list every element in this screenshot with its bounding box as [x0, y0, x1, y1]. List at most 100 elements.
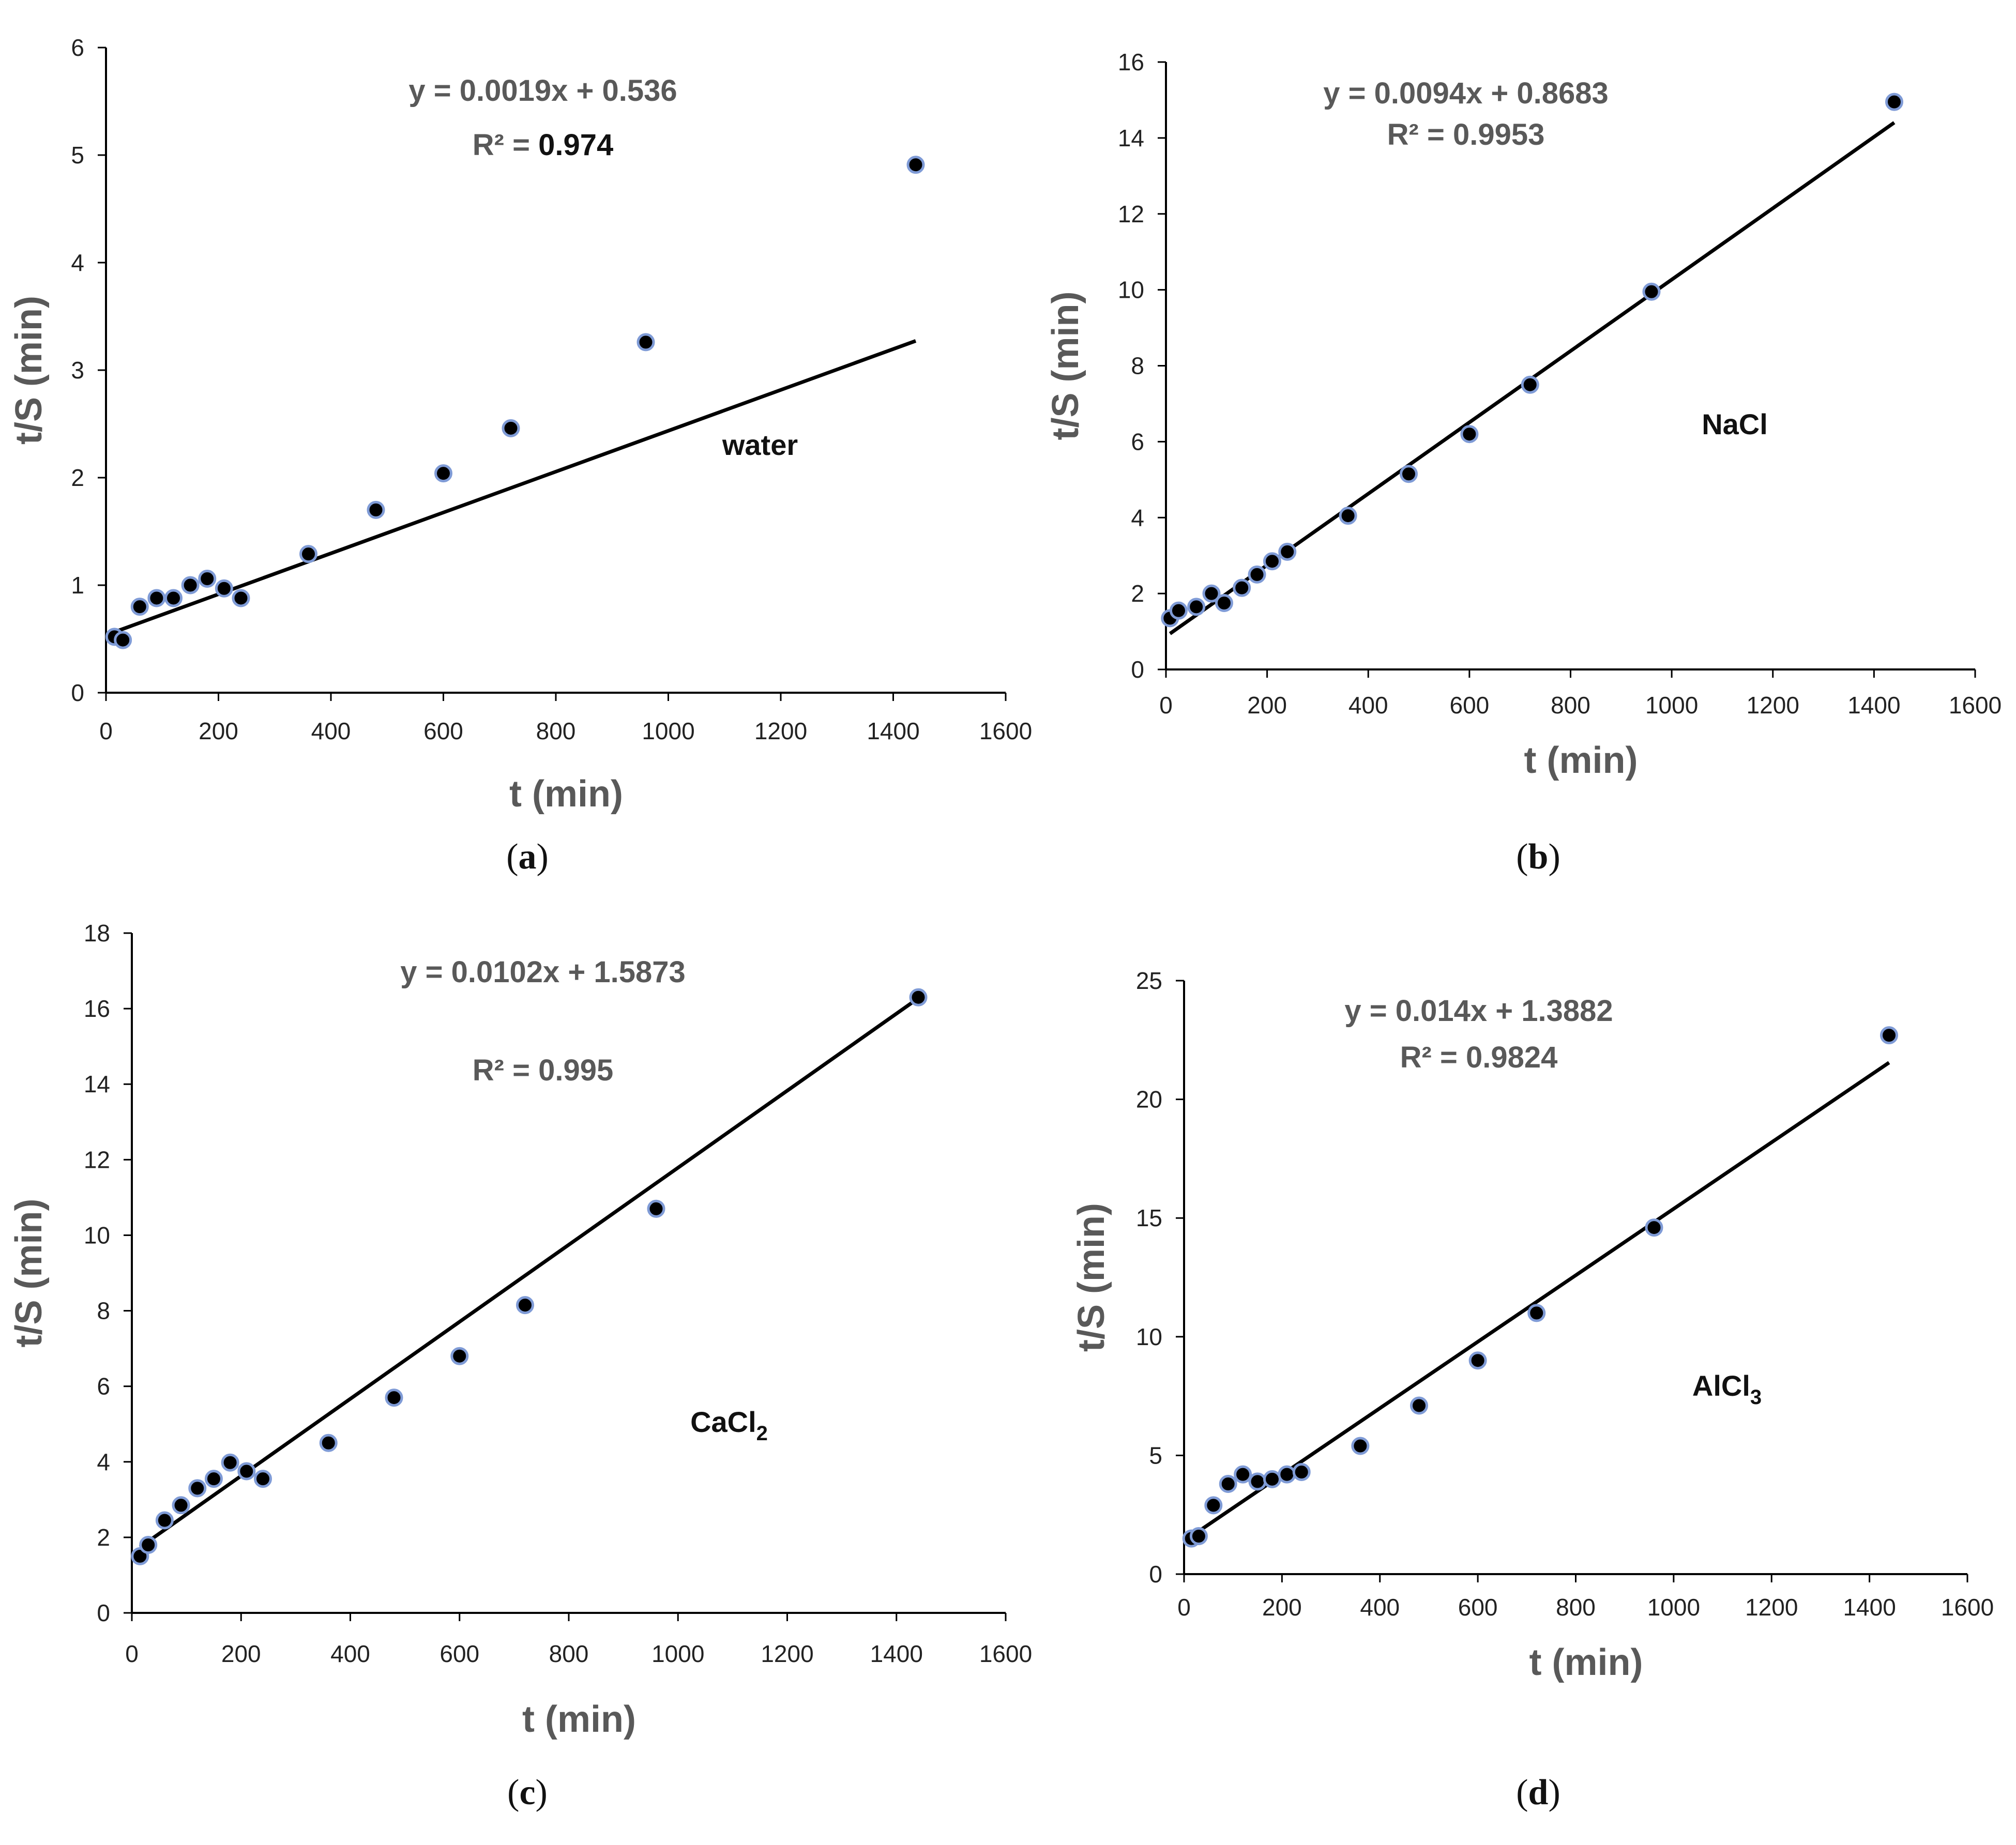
data-point — [1278, 542, 1297, 561]
y-tick-label: 3 — [71, 357, 84, 384]
series-label-text: CaCl — [690, 1406, 756, 1438]
y-tick-label: 25 — [1136, 967, 1162, 994]
y-tick-label: 6 — [71, 34, 84, 61]
series-label: AlCl3 — [1692, 1369, 1762, 1409]
data-point — [139, 1536, 158, 1554]
x-tick-label: 200 — [1247, 692, 1287, 719]
data-point — [450, 1347, 469, 1365]
r-squared: R² = 0.9953 — [1387, 118, 1545, 151]
x-axis-title: t (min) — [522, 1699, 636, 1740]
x-tick-label: 600 — [1450, 692, 1490, 719]
data-point — [502, 419, 520, 437]
data-point — [1645, 1218, 1663, 1237]
r-squared-label: R² = — [473, 128, 538, 162]
data-point — [254, 1470, 272, 1488]
data-point — [1885, 93, 1903, 111]
data-point — [1339, 507, 1357, 525]
data-point — [1187, 598, 1206, 616]
x-tick-label: 800 — [549, 1640, 589, 1667]
data-point — [1234, 1465, 1252, 1484]
x-tick-label: 1600 — [1949, 692, 2002, 719]
r-squared-value: 0.9953 — [1453, 118, 1544, 151]
x-axis-title: t (min) — [1524, 740, 1638, 781]
x-axis-title: t (min) — [509, 773, 623, 815]
chart-panel-a: 0 200 400 600 800 1000 1200 1400 1600 0 1 2 3 4 5 6 y = … — [8, 34, 1032, 877]
data-point — [198, 570, 217, 588]
data-point — [1263, 1470, 1281, 1488]
y-tick-label: 12 — [1118, 201, 1144, 227]
series-label-text: water — [722, 429, 798, 461]
y-tick-label: 18 — [84, 920, 110, 947]
y-tick-label: 0 — [1131, 656, 1144, 683]
data-point — [434, 464, 452, 483]
data-point — [516, 1296, 534, 1315]
data-point — [1642, 282, 1661, 301]
data-point — [367, 500, 385, 519]
y-tick-label: 5 — [1149, 1442, 1162, 1469]
data-point — [299, 545, 317, 563]
series-label-subscript: 3 — [1750, 1386, 1762, 1409]
data-point — [155, 1511, 174, 1530]
data-point — [237, 1462, 256, 1481]
data-point — [1527, 1304, 1546, 1322]
x-tick-label: 1400 — [867, 718, 919, 744]
data-point — [1204, 1496, 1223, 1515]
series-label-subscript: 2 — [756, 1422, 768, 1445]
r-squared-label: R² = — [473, 1054, 538, 1087]
r-squared-value: 0.9824 — [1466, 1041, 1557, 1074]
data-point — [1460, 425, 1479, 444]
y-tick-label: 10 — [1118, 277, 1144, 303]
data-point — [1215, 593, 1233, 612]
data-point — [204, 1470, 223, 1488]
y-axis-title: t/S (min) — [1071, 1203, 1112, 1352]
x-tick-label: 200 — [199, 718, 238, 744]
series-label-text: NaCl — [1702, 408, 1768, 440]
data-point — [232, 589, 250, 607]
panel-caption-letter: b — [1528, 837, 1549, 877]
r-squared-value: 0.995 — [538, 1054, 613, 1087]
x-tick-label: 400 — [330, 1640, 370, 1667]
data-point — [319, 1434, 338, 1452]
x-tick-label: 1000 — [1645, 692, 1698, 719]
data-point — [1278, 1465, 1296, 1484]
r-squared: R² = 0.995 — [473, 1054, 613, 1087]
r-squared-label: R² = — [1387, 118, 1453, 151]
y-tick-label: 4 — [71, 249, 84, 276]
data-point — [188, 1479, 207, 1498]
series-label-text: AlCl — [1692, 1369, 1750, 1402]
r-squared: R² = 0.9824 — [1400, 1041, 1558, 1074]
panel-caption: (c) — [507, 1773, 548, 1812]
x-tick-label: 1600 — [1941, 1594, 1994, 1621]
data-point — [1521, 375, 1539, 394]
panel-caption-letter: a — [519, 837, 537, 877]
y-tick-label: 2 — [71, 464, 84, 491]
data-point — [1189, 1527, 1208, 1546]
trendline — [114, 339, 917, 634]
y-tick-label: 10 — [84, 1222, 110, 1248]
series-label: water — [722, 429, 798, 461]
x-tick-label: 1200 — [1745, 1594, 1798, 1621]
chart-panel-b: 0 200 400 600 800 1000 1200 1400 1600 0 2 4 6 8 10 12 14… — [1045, 49, 2002, 877]
y-tick-label: 2 — [97, 1524, 110, 1551]
panel-caption-letter: d — [1528, 1773, 1549, 1812]
y-tick-label: 14 — [1118, 125, 1144, 151]
data-point — [181, 576, 200, 594]
data-point — [147, 589, 166, 607]
r-squared: R² = 0.974 — [473, 128, 613, 162]
data-point — [1292, 1463, 1311, 1482]
trendline — [139, 997, 920, 1549]
data-point — [1248, 565, 1266, 584]
panel-caption: (b) — [1516, 837, 1560, 877]
y-tick-label: 0 — [71, 679, 84, 706]
y-tick-label: 4 — [97, 1448, 110, 1475]
x-tick-label: 1400 — [1847, 692, 1900, 719]
x-tick-label: 1200 — [1747, 692, 1799, 719]
x-tick-label: 200 — [221, 1640, 261, 1667]
data-point — [1219, 1475, 1237, 1493]
y-tick-label: 10 — [1136, 1323, 1162, 1350]
x-tick-label: 800 — [1556, 1594, 1596, 1621]
x-tick-label: 1200 — [761, 1640, 813, 1667]
y-tick-label: 8 — [1131, 353, 1144, 379]
x-tick-label: 1400 — [1843, 1594, 1896, 1621]
